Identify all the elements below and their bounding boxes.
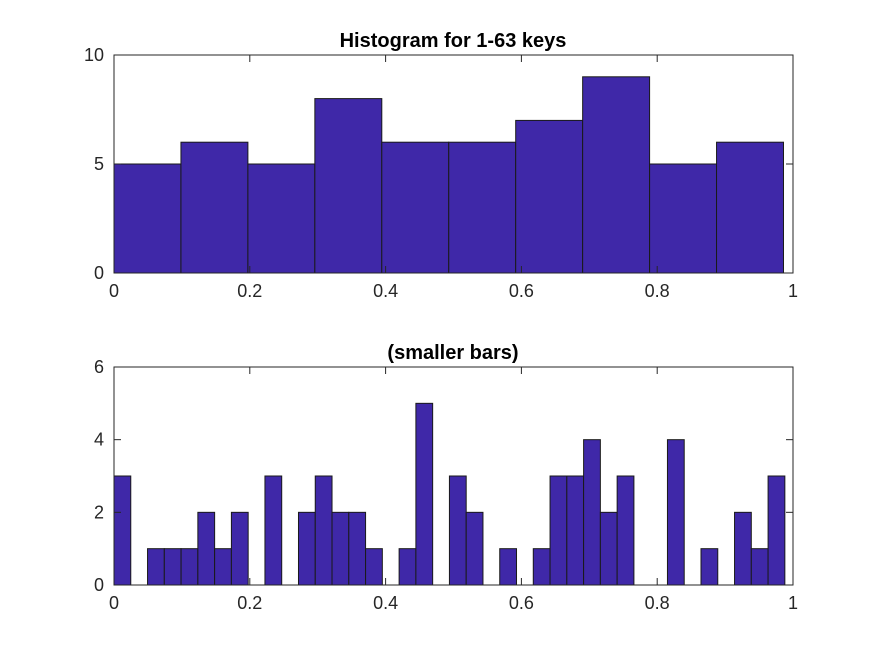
histogram-bar <box>448 141 517 274</box>
histogram-bar <box>113 163 182 274</box>
bottom-bars <box>113 402 786 586</box>
bottom-chart-title: (smaller bars) <box>387 342 518 364</box>
histogram-bar <box>767 475 786 586</box>
histogram-bar <box>583 439 601 586</box>
histogram-bar <box>381 141 450 274</box>
histogram-bar <box>398 548 417 586</box>
histogram-bar <box>163 548 182 586</box>
histogram-bar <box>666 439 685 586</box>
x-tick-label: 0 <box>109 281 119 301</box>
x-tick-label: 0 <box>109 593 119 613</box>
histogram-bar <box>465 511 484 586</box>
histogram-bar <box>582 76 651 274</box>
y-tick-label: 0 <box>94 263 104 283</box>
x-tick-label: 1 <box>788 593 798 613</box>
y-tick-label: 2 <box>94 502 104 522</box>
histogram-bar <box>750 548 769 586</box>
bottom-axes-box <box>113 366 794 586</box>
histogram-bar <box>532 548 551 586</box>
histogram-bar <box>314 475 333 586</box>
histogram-bar <box>616 475 635 586</box>
y-tick-label: 6 <box>94 357 104 377</box>
histogram-bar <box>448 475 467 586</box>
top-axes-box <box>113 54 794 274</box>
histogram-bar <box>599 511 618 586</box>
histogram-bar <box>331 511 350 586</box>
histogram-bar <box>415 402 434 586</box>
histogram-bar <box>348 511 367 586</box>
y-tick-label: 0 <box>94 575 104 595</box>
histogram-bar <box>180 548 199 586</box>
x-tick-label: 0.4 <box>373 593 398 613</box>
histogram-bar <box>499 548 518 586</box>
x-tick-label: 0.8 <box>645 281 670 301</box>
x-tick-label: 1 <box>788 281 798 301</box>
top-bars <box>113 76 784 274</box>
x-tick-label: 0.2 <box>237 593 262 613</box>
histogram-bar <box>197 511 216 586</box>
histogram-bar <box>247 163 316 274</box>
top-histogram: Histogram for 1-63 keys 0 0.2 0.4 0.6 0.8 105… <box>84 30 798 301</box>
histogram-bar <box>230 511 249 586</box>
histogram-bar <box>549 475 568 586</box>
histogram-bar <box>314 98 383 274</box>
histogram-bar <box>515 119 584 274</box>
histogram-bar <box>180 141 249 274</box>
x-tick-label: 0.6 <box>509 281 534 301</box>
x-tick-label: 0.2 <box>237 281 262 301</box>
histogram-bar <box>649 163 718 274</box>
bottom-ticks: 0 0.2 0.4 0.6 0.8 1 0 2 4 6 <box>94 357 798 613</box>
histogram-bar <box>297 511 316 586</box>
y-tick-label: 5 <box>94 154 104 174</box>
histogram-bar <box>147 548 165 586</box>
x-tick-label: 0.6 <box>509 593 534 613</box>
histogram-bar <box>264 475 283 586</box>
y-tick-label: 4 <box>94 430 104 450</box>
histogram-bar <box>566 475 585 586</box>
histogram-bar <box>113 475 132 586</box>
histogram-bar <box>700 548 719 586</box>
histogram-bar <box>716 141 784 274</box>
histogram-bar <box>734 511 752 586</box>
x-tick-label: 0.4 <box>373 281 398 301</box>
top-chart-title: Histogram for 1-63 keys <box>340 30 567 52</box>
x-tick-label: 0.8 <box>645 593 670 613</box>
bottom-histogram: (smaller bars) 0 0.2 0.4 0.6 0.8 1 0 2 4 6 <box>94 342 798 613</box>
histogram-bar <box>365 548 383 586</box>
y-tick-label: 10 <box>84 45 104 65</box>
histogram-bar <box>214 548 232 586</box>
